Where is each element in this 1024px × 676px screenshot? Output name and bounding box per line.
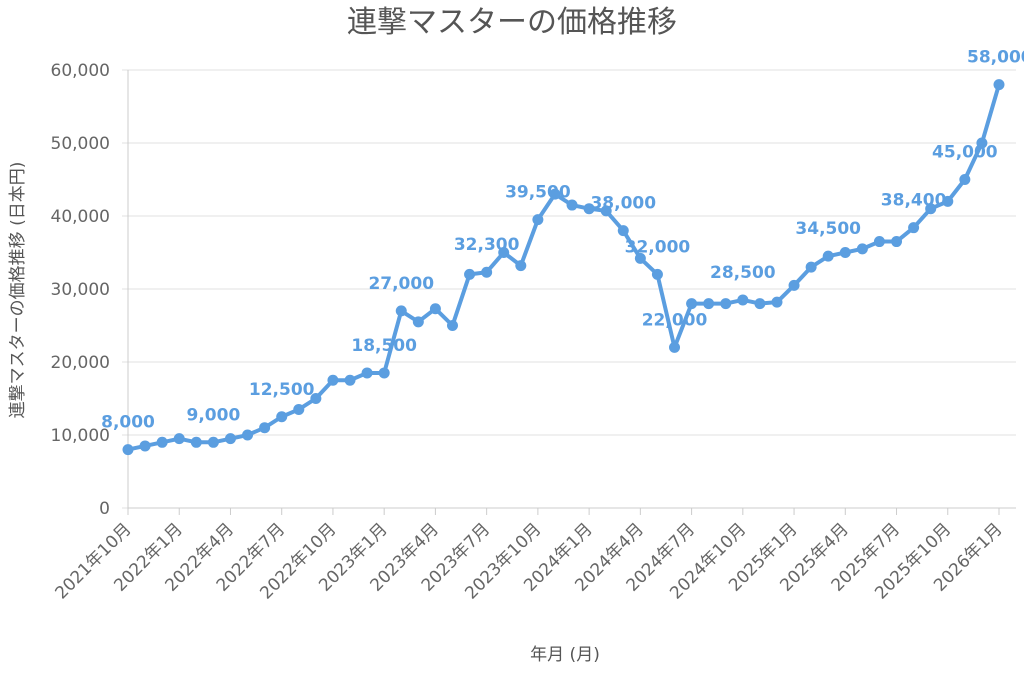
data-point [122,444,134,456]
price-series-line [126,82,1001,452]
data-point [908,222,920,234]
data-point [464,268,476,280]
data-point [344,374,356,386]
data-label: 45,000 [932,143,998,163]
data-point [412,316,424,328]
data-point [617,225,629,237]
data-label: 18,500 [351,336,417,356]
data-point [481,266,493,278]
data-point [600,205,612,217]
data-point [532,214,544,226]
data-label: 39,500 [505,183,571,203]
data-label: 34,500 [795,219,861,239]
data-point [361,367,373,379]
y-tick-label: 0 [99,499,110,519]
y-axis-ticks: 0 10,000 20,000 30,000 40,000 50,000 60,000 [51,61,110,519]
data-point [925,203,937,215]
data-point [378,367,390,379]
data-point [737,294,749,306]
data-point [276,411,288,423]
data-label: 12,500 [249,380,315,400]
y-tick-label: 40,000 [51,207,110,227]
chart-title: 連撃マスターの価格推移 [347,5,677,40]
data-point [566,199,578,211]
data-point [651,268,663,280]
data-point [446,320,458,331]
data-label: 8,000 [101,413,155,433]
data-labels: 8,000 9,000 12,500 18,500 27,000 32,300 39,500… [101,48,1024,433]
data-point [259,422,271,434]
data-point [703,298,715,310]
data-point [873,236,885,248]
data-point [395,305,407,317]
data-point [771,296,783,308]
data-point [224,433,236,445]
data-point [634,252,646,264]
x-axis-ticks: 2021年10月2022年1月2022年4月2022年7月2022年10月202… [51,508,1007,603]
data-point [207,436,219,448]
data-point [173,433,185,445]
data-point [856,243,868,255]
data-point [549,188,561,200]
data-point [583,203,595,215]
data-point [959,174,971,185]
data-label: 32,300 [454,235,520,255]
y-axis-title: 連撃マスターの価格推移 (日本円) [8,162,28,419]
data-point [669,341,681,353]
data-label: 58,000 [967,48,1024,68]
data-point [498,247,510,258]
data-label: 9,000 [187,405,241,425]
data-label: 27,000 [368,274,434,294]
data-point [242,429,254,441]
data-point [293,403,305,415]
data-point [139,440,151,452]
y-tick-label: 60,000 [51,61,110,81]
data-point [429,303,441,315]
data-label: 32,000 [625,237,691,257]
data-point [891,236,903,248]
data-point [310,393,322,404]
data-point [993,79,1005,91]
data-point [720,298,732,310]
data-label: 38,400 [881,191,947,211]
x-axis-title: 年月 (月) [530,645,600,665]
data-label: 38,000 [590,194,656,214]
data-point [942,195,954,207]
data-point [190,436,202,448]
y-tick-label: 30,000 [51,280,110,300]
y-tick-label: 10,000 [51,426,110,446]
data-point [515,260,527,272]
data-label: 28,500 [710,263,776,283]
data-point [788,279,800,291]
data-point [976,137,988,149]
y-tick-label: 50,000 [51,134,110,154]
data-point [822,250,834,262]
y-tick-label: 20,000 [51,353,110,373]
data-points [122,79,1005,456]
data-point [686,298,698,310]
data-point [839,247,851,258]
data-label: 22,000 [642,310,708,330]
data-point [327,374,339,386]
data-point [754,298,766,310]
gridlines [122,69,1016,509]
data-point [805,261,817,273]
data-point [156,436,168,448]
